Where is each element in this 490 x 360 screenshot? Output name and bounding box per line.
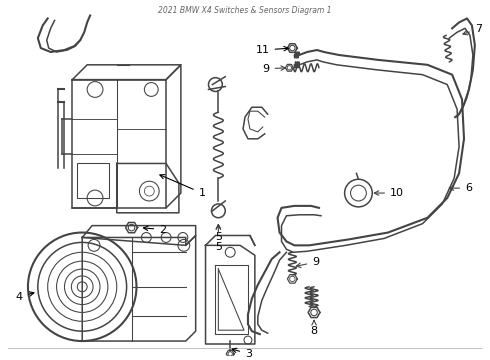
Text: 3: 3 [232,348,252,359]
Text: 10: 10 [374,188,404,198]
Text: 11: 11 [256,45,288,55]
Text: 1: 1 [160,175,206,198]
Text: 6: 6 [449,183,472,193]
Text: 9: 9 [296,257,319,267]
Bar [77,163,109,198]
Text: 5: 5 [215,225,222,243]
Text: 4: 4 [16,292,34,302]
Text: 5: 5 [215,242,222,252]
Text: 8: 8 [311,320,318,336]
Text: 9: 9 [263,64,285,74]
Text: 2: 2 [144,225,166,235]
Text: 2021 BMW X4 Switches & Sensors Diagram 1: 2021 BMW X4 Switches & Sensors Diagram 1 [158,6,332,15]
Text: 7: 7 [463,24,482,35]
